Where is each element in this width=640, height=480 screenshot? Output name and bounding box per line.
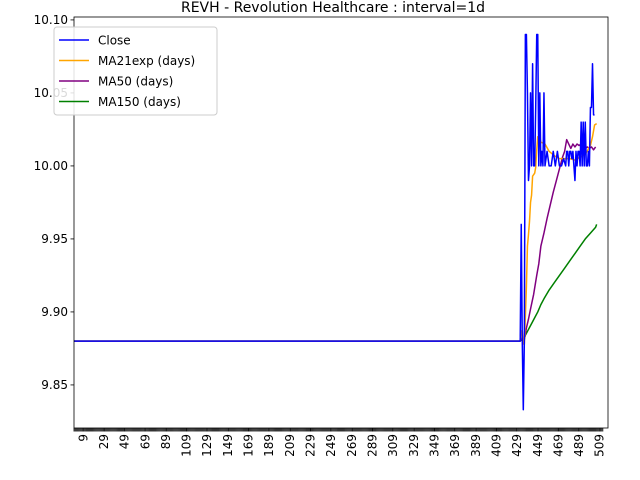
x-tick-label: 429	[510, 434, 524, 457]
plot-area	[73, 16, 609, 429]
x-tick-label: 49	[118, 434, 132, 449]
x-tick-label: 69	[138, 434, 152, 449]
axes-frame	[73, 16, 609, 429]
x-tick-label: 269	[345, 434, 359, 457]
legend-label: MA21exp (days)	[98, 54, 195, 68]
x-tick-label: 509	[593, 434, 607, 457]
legend-label: MA50 (days)	[98, 75, 173, 89]
x-tick-label: 409	[489, 434, 503, 457]
x-tick-label: 469	[551, 434, 565, 457]
x-tick-label: 369	[448, 434, 462, 457]
x-tick-label: 209	[283, 434, 297, 457]
x-tick-label: 229	[304, 434, 318, 457]
series-line	[74, 138, 597, 342]
series-line	[74, 33, 595, 411]
series-line	[74, 224, 598, 344]
y-tick-label: 10.00	[34, 159, 68, 173]
x-tick-label: 169	[242, 434, 256, 457]
series-line	[74, 122, 598, 345]
x-tick-label: 9	[76, 434, 90, 442]
x-tick-label: 349	[427, 434, 441, 457]
x-tick-label: 149	[221, 434, 235, 457]
y-tick-label: 9.95	[41, 232, 68, 246]
y-tick-label: 10.10	[34, 13, 68, 27]
x-tick-label: 389	[469, 434, 483, 457]
chart-title: REVH - Revolution Healthcare : interval=…	[181, 0, 485, 16]
x-tick-label: 189	[262, 434, 276, 457]
x-tick-label: 309	[386, 434, 400, 457]
x-tick-label: 449	[531, 434, 545, 457]
x-tick-label: 329	[407, 434, 421, 457]
x-tick-label: 29	[97, 434, 111, 449]
x-tick-label: 129	[200, 434, 214, 457]
legend-box	[53, 26, 218, 116]
legend-label: Close	[98, 34, 131, 48]
x-tick-label: 249	[324, 434, 338, 457]
legend: Close MA21exp (days) MA50 (days) MA150 (day…	[53, 26, 218, 116]
x-tick-label: 109	[180, 434, 194, 457]
x-tick-label: 289	[366, 434, 380, 457]
x-axis: 9 29 49 69 89 109 129 149 169 189 209 229 249 269 289 3…	[73, 428, 607, 457]
x-tick-label: 89	[159, 434, 173, 449]
x-tick-label: 489	[572, 434, 586, 457]
y-tick-label: 9.90	[41, 305, 68, 319]
legend-label: MA150 (days)	[98, 95, 181, 109]
y-tick-label: 9.85	[41, 378, 68, 392]
